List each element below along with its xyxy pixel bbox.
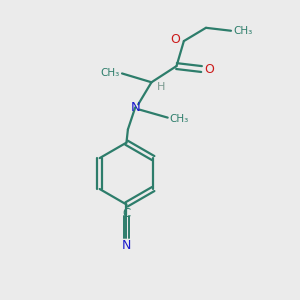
Text: O: O: [205, 62, 214, 76]
Text: CH₃: CH₃: [170, 114, 189, 124]
Text: CH₃: CH₃: [233, 26, 252, 36]
Text: CH₃: CH₃: [101, 68, 120, 78]
Text: N: N: [130, 101, 140, 114]
Text: C: C: [122, 207, 130, 220]
Text: H: H: [157, 82, 165, 92]
Text: N: N: [122, 239, 131, 252]
Text: O: O: [171, 33, 181, 46]
